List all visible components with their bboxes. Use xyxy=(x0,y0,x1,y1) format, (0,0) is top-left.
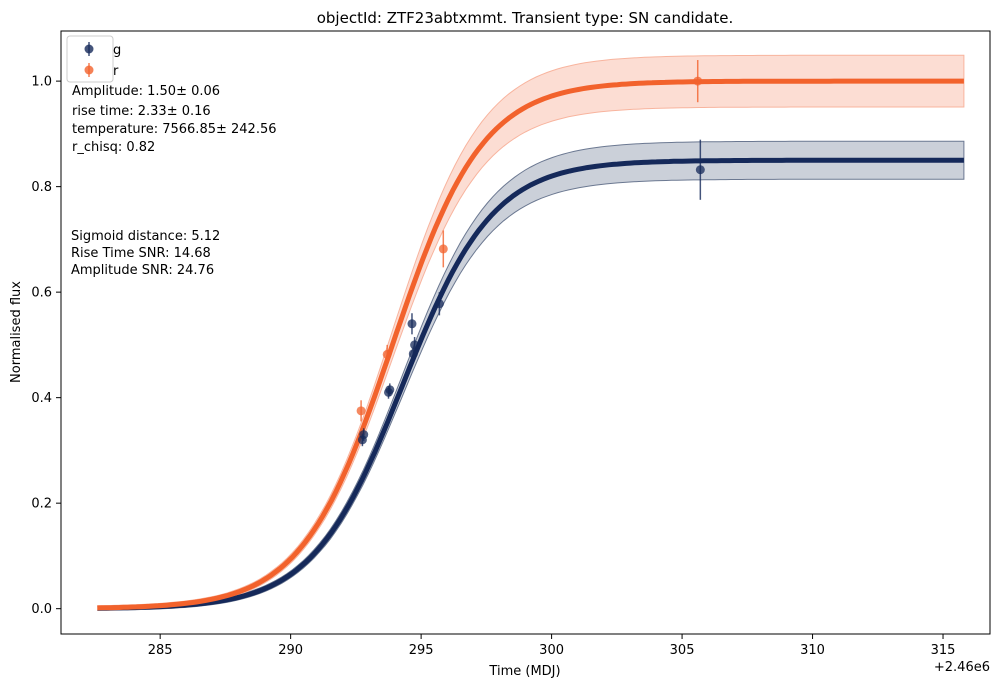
x-tick-label: 285 xyxy=(148,643,173,658)
point-r-3 xyxy=(693,76,703,86)
point-g-1 xyxy=(359,430,369,440)
x-tick-label: 305 xyxy=(670,643,695,658)
x-axis-ticks: 285 290 295 300 305 310 315 xyxy=(148,634,956,658)
point-g-8 xyxy=(695,165,705,175)
y-tick-label: 1.0 xyxy=(31,75,52,90)
x-tick-label: 315 xyxy=(931,643,956,658)
point-r-2 xyxy=(438,244,448,254)
axes-frame xyxy=(60,30,991,635)
legend-g-marker xyxy=(84,44,94,54)
plot-area xyxy=(97,54,965,611)
y-tick-label: 0.2 xyxy=(31,497,52,512)
y-tick-label: 0.6 xyxy=(31,286,52,301)
point-g-5 xyxy=(408,349,418,359)
legend-g-label: g xyxy=(113,43,121,58)
metrics-annotation: Sigmoid distance: 5.12 Rise Time SNR: 14… xyxy=(71,229,220,278)
point-g-3 xyxy=(385,385,395,395)
annotation-rise-time: rise time: 2.33± 0.16 xyxy=(72,104,211,119)
band-r xyxy=(97,54,965,611)
chart-title: objectId: ZTF23abtxmmt. Transient type: … xyxy=(317,9,734,27)
y-tick-label: 0.0 xyxy=(31,602,52,617)
legend: g r xyxy=(66,35,121,83)
annotation-amplitude-snr: Amplitude SNR: 24.76 xyxy=(71,263,214,278)
legend-r-marker xyxy=(84,65,94,75)
y-axis-ticks: 0.0 0.2 0.4 0.6 0.8 1.0 xyxy=(31,75,61,617)
x-axis-label: Time (MDJ) xyxy=(488,664,560,679)
annotation-sigmoid-distance: Sigmoid distance: 5.12 xyxy=(71,229,220,244)
annotation-rchisq: r_chisq: 0.82 xyxy=(72,140,155,155)
point-g-4 xyxy=(407,319,417,329)
fit-curve-g xyxy=(97,157,964,611)
annotation-rise-time-snr: Rise Time SNR: 14.68 xyxy=(71,246,211,261)
x-tick-label: 295 xyxy=(409,643,434,658)
y-axis-label: Normalised flux xyxy=(9,281,24,383)
legend-r-label: r xyxy=(113,64,119,79)
point-r-0 xyxy=(356,406,366,416)
point-g-7 xyxy=(434,299,444,309)
x-tick-label: 300 xyxy=(539,643,564,658)
legend-frame xyxy=(66,35,114,83)
annotation-amplitude: Amplitude: 1.50± 0.06 xyxy=(72,84,220,99)
fit-params-annotation: Amplitude: 1.50± 0.06 rise time: 2.33± 0… xyxy=(72,84,277,155)
point-r-1 xyxy=(382,349,392,359)
fit-curve-r xyxy=(97,78,964,611)
annotation-temperature: temperature: 7566.85± 242.56 xyxy=(72,122,277,137)
point-g-6 xyxy=(410,340,420,350)
y-tick-label: 0.8 xyxy=(31,180,52,195)
x-tick-label: 310 xyxy=(800,643,825,658)
y-tick-label: 0.4 xyxy=(31,391,52,406)
band-g xyxy=(97,140,965,611)
x-axis-offset-label: +2.46e6 xyxy=(934,660,990,675)
x-tick-label: 290 xyxy=(278,643,303,658)
